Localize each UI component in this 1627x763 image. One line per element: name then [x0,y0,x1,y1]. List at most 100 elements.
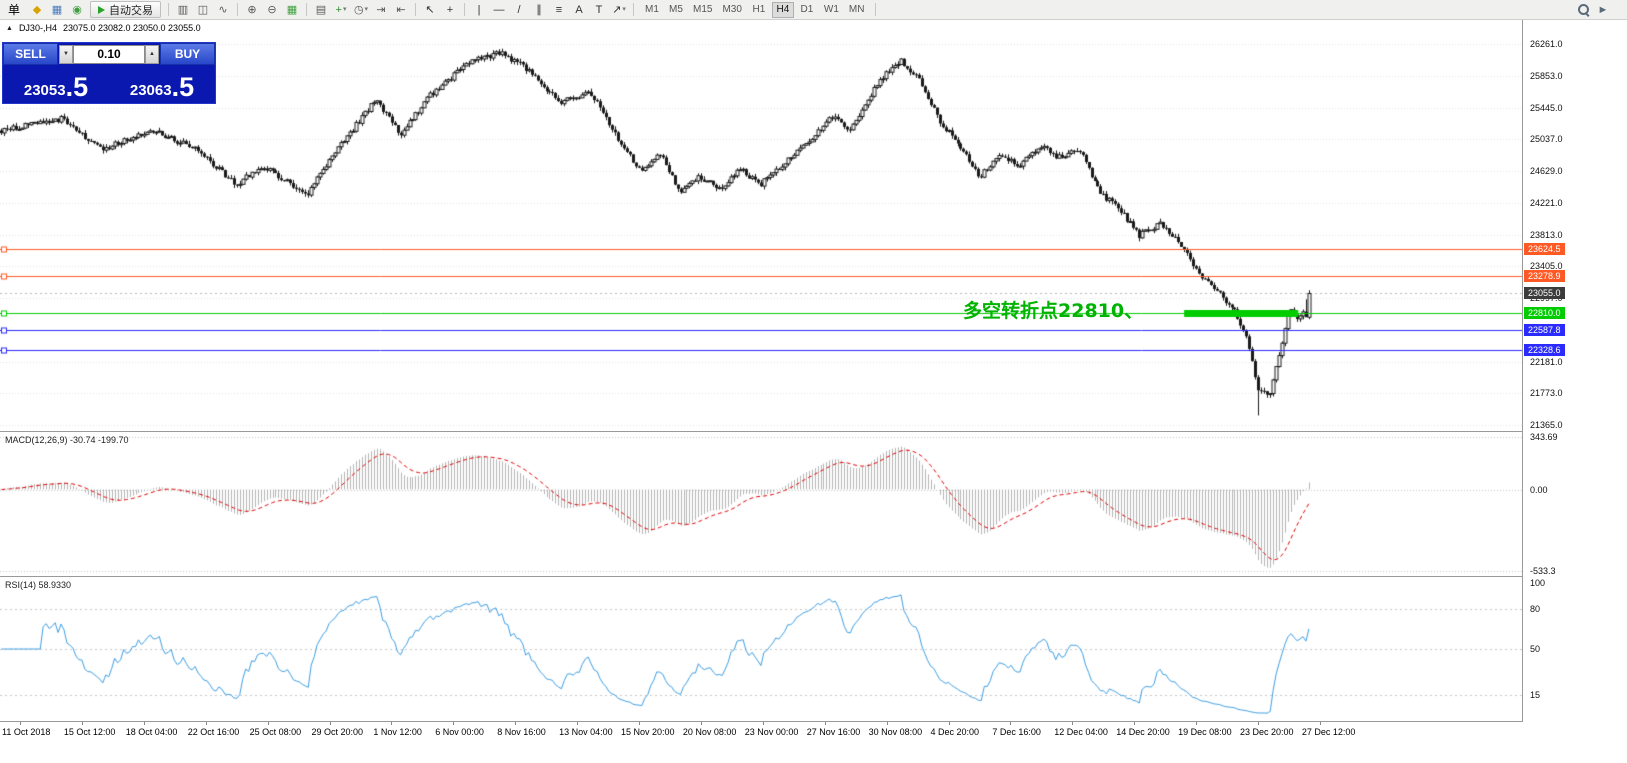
new-chart-icon[interactable]: + ▾ [332,1,350,19]
price-line-label: 22328.6 [1524,344,1565,356]
chart-shift-icon[interactable]: ⇤ [396,3,406,16]
pivot-annotation-text[interactable]: 多空转折点22810、 [963,300,1144,322]
zoom-in-icon[interactable]: ⊕ [247,3,257,16]
price-axis-tick: 25445.0 [1530,102,1563,113]
timeframe-w1[interactable]: W1 [823,4,839,15]
rsi-indicator-canvas[interactable] [0,577,1522,721]
pointer-icon[interactable]: ► [1597,3,1609,16]
orders-menu[interactable]: 单 [7,2,20,17]
auto-trading-button[interactable]: 自动交易 [90,1,161,18]
pane-separator[interactable] [0,431,1627,432]
price-line-label: 22810.0 [1524,306,1565,319]
crosshair-icon[interactable]: + [446,3,454,16]
time-axis-label: 19 Dec 08:00 [1178,727,1232,737]
time-axis-tick [886,722,888,725]
time-axis[interactable]: 11 Oct 2018 15 Oct 12:00 18 Oct 04:00 22 Oc… [0,722,1627,743]
search-icon[interactable] [1574,1,1592,19]
text-tool-icon[interactable]: T [595,3,603,16]
buy-button[interactable]: BUY [160,43,215,65]
time-axis-tick [515,722,517,725]
dropdown-caret-icon: ▾ [364,5,369,13]
macd-indicator-canvas[interactable] [0,432,1522,576]
candlestick-chart-icon[interactable]: ◫ [197,3,209,16]
price-axis-tick: 21773.0 [1530,388,1563,399]
time-axis-label: 23 Nov 00:00 [744,727,799,737]
time-axis-tick [1010,722,1012,725]
fibonacci-icon[interactable]: ≡ [555,3,563,16]
sell-price[interactable]: 23053 .5 [3,65,109,103]
market-watch-icon[interactable]: ◉ [72,3,82,16]
chart-collapse-icon[interactable]: ▲ [6,24,13,32]
horizontal-line-icon[interactable]: — [493,3,505,16]
trendline-icon[interactable]: / [517,3,521,16]
time-axis-tick [205,722,207,725]
time-axis-tick [577,722,579,725]
toolbar-separator [168,3,169,16]
time-axis-tick [391,722,393,725]
time-axis-label: 22 Oct 16:00 [187,727,240,737]
time-axis-tick [639,722,640,725]
time-axis-tick [1258,722,1259,725]
volume-decrease-button[interactable]: ▼ [59,44,73,64]
timeframe-h4[interactable]: H4 [771,1,794,18]
time-axis-tick [762,722,764,725]
auto-scroll-icon[interactable]: ⇥ [376,3,386,16]
toolbar-separator [306,3,307,16]
pane-separator[interactable] [0,721,1627,722]
search-icon [1577,3,1590,16]
play-icon [98,5,105,14]
period-icon[interactable]: ◷ ▾ [352,1,370,19]
price-line-label: 22587.8 [1524,323,1565,336]
buy-price[interactable]: 23063 .5 [109,65,215,103]
toolbar-separator [415,3,416,16]
price-axis[interactable]: 26261.0 25853.0 25445.0 25037.0 24629.0 24221… [1522,20,1627,722]
bar-chart-icon[interactable]: ▥ [177,3,189,16]
time-axis-tick [329,722,331,725]
price-line-label: 23624.5 [1524,243,1565,256]
volume-increase-button[interactable]: ▲ [145,44,159,64]
sell-button[interactable]: SELL [3,43,58,65]
volume-input[interactable]: 0.10 [73,44,145,64]
current-price-label: 23055.0 [1524,287,1565,300]
sell-price-main: 23053 [23,81,66,99]
arrows-tool-icon[interactable]: ↗ ▾ [610,1,628,19]
timeframe-m5[interactable]: M5 [669,4,683,15]
chart-window: ▲ DJ30-,H4 23075.0 23082.0 23050.0 23055… [0,20,1627,763]
chart-ohlc-values: 23075.0 23082.0 23050.0 23055.0 [62,23,201,33]
timeframe-h1[interactable]: H1 [752,4,766,15]
macd-axis-tick: 0.00 [1530,484,1548,495]
toolbar-left-groups: 单 ◆ ▦ ◉ 自动交易 ▥ ◫ ∿ ⊕ ⊖ ▦ ▤ + ▾ ◷ ▾ ⇥ ⇤ ↖ + | — / ∥ ≡ A T ↗ ▾ M1 M5 M15 M… [4,1,880,19]
chart-window-icon[interactable]: ▦ [51,3,63,16]
time-axis-tick [453,722,455,725]
text-label-icon[interactable]: A [575,3,583,16]
new-order-icon[interactable]: ◆ [32,3,42,16]
time-axis-label: 27 Dec 12:00 [1301,727,1356,737]
timeframe-m30[interactable]: M30 [722,4,742,15]
time-axis-label: 15 Nov 20:00 [621,727,675,737]
price-chart-canvas[interactable] [0,20,1522,431]
timeframe-mn[interactable]: MN [848,4,865,15]
timeframe-m1[interactable]: M1 [645,4,659,15]
line-chart-icon[interactable]: ∿ [218,3,228,16]
cursor-icon[interactable]: ↖ [425,3,435,16]
zoom-out-icon[interactable]: ⊖ [267,3,277,16]
time-axis-tick [20,722,21,725]
timeframe-m15[interactable]: M15 [693,4,713,15]
buy-price-main: 23063 [129,81,172,99]
vertical-line-icon[interactable]: | [477,3,481,16]
timeframe-d1[interactable]: D1 [800,4,814,15]
equidistant-channel-icon[interactable]: ∥ [536,3,542,16]
tile-windows-icon[interactable]: ▦ [286,3,298,16]
rsi-axis-tick: 80 [1530,604,1541,615]
toolbar-separator [464,3,465,16]
time-axis-label: 27 Nov 16:00 [806,727,861,737]
time-axis-label: 7 Dec 16:00 [992,727,1041,737]
arrange-windows-icon[interactable]: ▤ [315,3,327,16]
price-axis-tick: 25037.0 [1530,134,1563,145]
pane-separator[interactable] [0,576,1627,577]
macd-axis-tick: 343.69 [1530,432,1558,442]
one-click-trading-panel: SELL ▼ 0.10 ▲ BUY 23053 .5 23063 .5 [2,42,216,104]
time-axis-tick [267,722,269,725]
volume-control: ▼ 0.10 ▲ [58,43,160,65]
